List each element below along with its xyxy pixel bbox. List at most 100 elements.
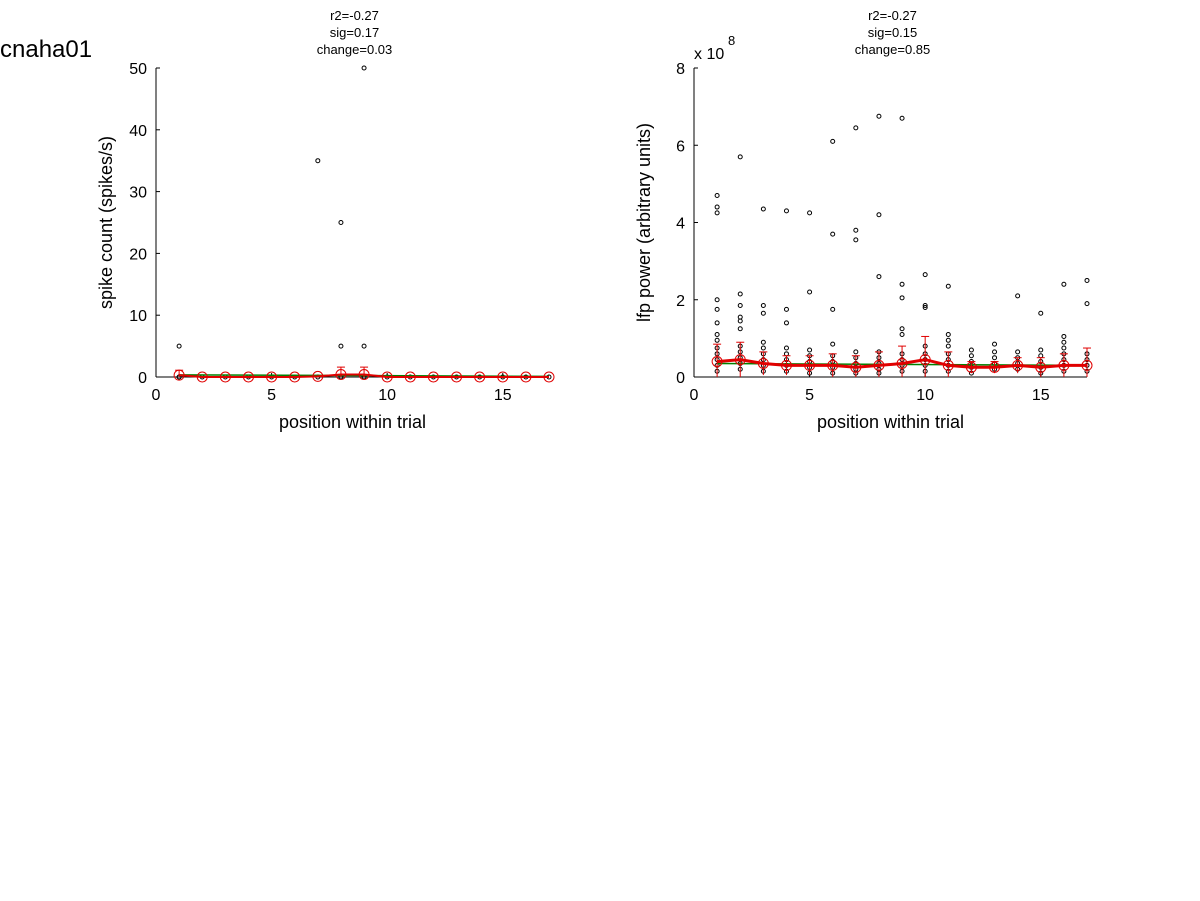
data-point xyxy=(830,231,836,237)
mean-marker xyxy=(757,357,769,369)
mean-marker xyxy=(780,359,792,371)
data-point xyxy=(714,332,720,338)
x-tick-label: 5 xyxy=(805,387,814,404)
lfp-power-panel: r2=-0.27 sig=0.15 change=0.85 0 5 10 15 0 2 4 6 8 x … xyxy=(634,8,1093,432)
y-tick-label: 20 xyxy=(129,246,147,263)
data-point xyxy=(783,306,789,312)
data-point xyxy=(899,115,905,121)
mean-marker xyxy=(873,359,885,371)
spike-count-panel: r2=-0.27 sig=0.17 change=0.03 0 5 10 15 0 10 20 30… xyxy=(96,8,555,432)
data-point xyxy=(899,332,905,338)
data-point xyxy=(783,208,789,214)
data-point xyxy=(714,337,720,343)
y-tick-label: 8 xyxy=(676,61,685,78)
figure-title: cnaha01 xyxy=(0,36,92,63)
mean-marker xyxy=(312,370,324,382)
mean-marker xyxy=(896,357,908,369)
mean-marker xyxy=(965,361,977,373)
data-point xyxy=(714,192,720,198)
stat-line: r2=-0.27 xyxy=(330,8,379,23)
data-point xyxy=(714,210,720,216)
y-tick-label: 6 xyxy=(676,138,685,155)
x-tick-label: 0 xyxy=(152,387,161,404)
y-tick-label: 40 xyxy=(129,123,147,140)
data-point xyxy=(737,291,743,297)
data-point xyxy=(945,337,951,343)
data-point xyxy=(876,212,882,218)
data-point xyxy=(968,347,974,353)
mean-marker xyxy=(711,356,723,368)
data-point xyxy=(361,65,367,71)
mean-marker xyxy=(219,371,231,383)
y-tick-label: 4 xyxy=(676,216,685,233)
mean-marker xyxy=(289,371,301,383)
data-point xyxy=(1084,301,1090,307)
mean-marker xyxy=(804,359,816,371)
data-point xyxy=(922,303,928,309)
data-point xyxy=(737,303,743,309)
mean-marker xyxy=(497,371,509,383)
mean-marker xyxy=(173,369,185,381)
data-point xyxy=(853,349,859,355)
mean-marker xyxy=(474,371,486,383)
data-point xyxy=(945,343,951,349)
data-point xyxy=(760,339,766,345)
data-point xyxy=(1015,293,1021,299)
y-tick-label: 10 xyxy=(129,308,147,325)
data-point xyxy=(853,125,859,131)
data-point xyxy=(1038,310,1044,316)
mean-marker xyxy=(1035,361,1047,373)
data-point xyxy=(338,343,344,349)
data-point xyxy=(807,289,813,295)
x-axis-label: position within trial xyxy=(817,412,964,432)
mean-marker xyxy=(427,371,439,383)
data-point xyxy=(968,353,974,359)
data-point xyxy=(760,303,766,309)
data-point xyxy=(1015,349,1021,355)
y-tick-label: 0 xyxy=(138,370,147,387)
x-axis-label: position within trial xyxy=(279,412,426,432)
mean-marker xyxy=(850,361,862,373)
stat-line: sig=0.17 xyxy=(330,25,380,40)
y-tick-label: 50 xyxy=(129,61,147,78)
data-point xyxy=(899,281,905,287)
data-point xyxy=(760,310,766,316)
data-point xyxy=(760,345,766,351)
data-point xyxy=(807,347,813,353)
data-point xyxy=(1061,333,1067,339)
data-point xyxy=(876,274,882,280)
data-point xyxy=(922,304,928,310)
mean-marker xyxy=(1012,359,1024,371)
data-point xyxy=(714,306,720,312)
data-point xyxy=(853,237,859,243)
mean-marker xyxy=(734,354,746,366)
data-point xyxy=(830,341,836,347)
data-point xyxy=(945,283,951,289)
mean-marker xyxy=(919,354,931,366)
data-point xyxy=(361,343,367,349)
x-tick-label: 10 xyxy=(378,387,396,404)
x-tick-label: 10 xyxy=(916,387,934,404)
data-point xyxy=(1084,277,1090,283)
data-point xyxy=(992,341,998,347)
data-point xyxy=(853,227,859,233)
data-point xyxy=(176,343,182,349)
mean-marker xyxy=(358,369,370,381)
data-point xyxy=(1061,281,1067,287)
mean-marker xyxy=(989,361,1001,373)
data-point xyxy=(876,113,882,119)
x-tick-label: 5 xyxy=(267,387,276,404)
data-point xyxy=(945,332,951,338)
y-axis-label: spike count (spikes/s) xyxy=(96,136,116,309)
data-point xyxy=(338,220,344,225)
data-point xyxy=(714,320,720,326)
data-point xyxy=(737,318,743,324)
mean-marker xyxy=(520,371,532,383)
data-point xyxy=(737,154,743,160)
data-point xyxy=(1061,345,1067,351)
mean-marker xyxy=(242,371,254,383)
mean-marker xyxy=(196,371,208,383)
mean-marker xyxy=(404,371,416,383)
data-point xyxy=(899,295,905,301)
